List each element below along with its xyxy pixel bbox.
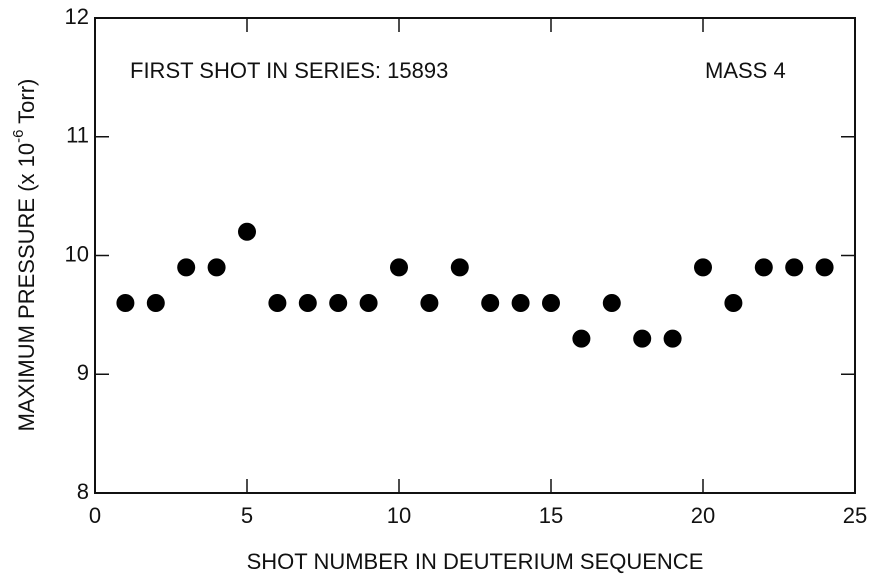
x-tick-label: 10 <box>387 503 411 528</box>
annotation: MASS 4 <box>705 58 786 83</box>
x-tick-label: 0 <box>89 503 101 528</box>
y-axis-label: MAXIMUM PRESSURE (x 10-6 Torr) <box>10 79 39 432</box>
y-label-part: Torr) <box>14 79 39 130</box>
y-tick-label: 12 <box>65 4 89 29</box>
y-tick-label: 9 <box>77 360 89 385</box>
point <box>359 294 378 312</box>
point <box>390 258 408 277</box>
point <box>724 294 743 312</box>
point <box>177 258 196 277</box>
point <box>511 294 530 312</box>
x-tick-label: 20 <box>691 503 715 528</box>
point <box>116 294 135 312</box>
point <box>207 258 226 277</box>
y-tick-label: 11 <box>66 123 89 148</box>
point <box>146 294 165 312</box>
point <box>815 258 834 277</box>
point <box>572 329 591 348</box>
y-label-exponent: -6 <box>10 130 27 143</box>
point <box>329 294 348 312</box>
x-tick-label: 5 <box>241 503 253 528</box>
point <box>268 294 287 312</box>
point <box>450 258 469 277</box>
annotation: FIRST SHOT IN SERIES: 15893 <box>130 58 448 83</box>
point <box>420 294 439 312</box>
point <box>633 329 652 348</box>
point <box>238 222 256 241</box>
x-axis-label: SHOT NUMBER IN DEUTERIUM SEQUENCE <box>247 549 704 574</box>
point <box>481 294 500 312</box>
point <box>663 329 682 348</box>
x-tick-label: 15 <box>539 503 563 528</box>
x-tick-label: 25 <box>843 503 867 528</box>
point <box>298 294 317 312</box>
point <box>542 294 560 312</box>
plot-frame <box>94 17 856 494</box>
point <box>694 258 712 277</box>
y-tick-label: 10 <box>65 241 89 266</box>
point <box>754 258 773 277</box>
y-label-part: MAXIMUM PRESSURE (x 10 <box>14 143 39 432</box>
point <box>602 294 621 312</box>
point <box>785 258 804 277</box>
y-tick-label: 8 <box>77 479 89 504</box>
